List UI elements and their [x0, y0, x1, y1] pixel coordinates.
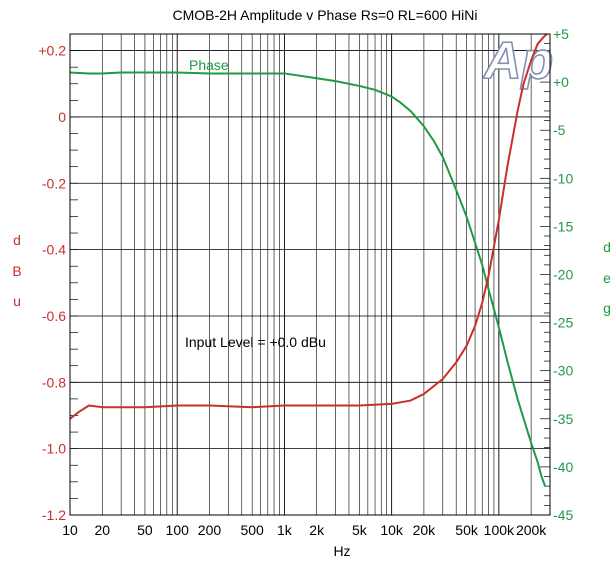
right-tick-label: -20 — [553, 267, 573, 283]
x-tick-labels: 10 20 50 100 200 500 1k 2k 5k 10k 20k 50k 100k 200k — [62, 522, 547, 538]
x-tick-label: 5k — [352, 522, 368, 538]
phase-series-line — [69, 71, 547, 487]
x-tick-label: 200k — [516, 522, 547, 538]
y-axis-label-right-char: e — [603, 270, 611, 286]
ap-logo-text: Ap — [482, 32, 553, 90]
x-tick-label: 1k — [277, 522, 293, 538]
left-tick-label: +0.2 — [38, 43, 66, 59]
right-tick-label: -25 — [553, 315, 573, 331]
right-tick-label: -15 — [553, 218, 573, 234]
y-axis-label-left: d B u — [12, 232, 21, 309]
input-level-annotation: Input Level = +0.0 dBu — [185, 334, 326, 350]
left-tick-label: -0.4 — [42, 242, 66, 258]
x-tick-label: 200 — [198, 522, 222, 538]
x-axis-label: Hz — [333, 543, 350, 559]
right-tick-label: -40 — [553, 459, 573, 475]
x-tick-label: 10k — [380, 522, 404, 538]
y-axis-label-left-char: u — [13, 293, 21, 309]
y-axis-label-right: d e g — [603, 239, 611, 316]
x-tick-label: 500 — [240, 522, 264, 538]
amplitude-series-line — [69, 33, 548, 420]
grid — [69, 34, 551, 516]
phase-series-label: Phase — [189, 57, 229, 73]
right-tick-label: -10 — [553, 170, 573, 186]
right-tick-label: -30 — [553, 363, 573, 379]
left-tick-label: -1.0 — [42, 441, 66, 457]
plot-frame — [69, 33, 551, 516]
left-tick-label: 0 — [58, 109, 66, 125]
right-tick-labels: +5 +0 -5 -10 -15 -20 -25 -30 -35 -40 -45 — [553, 26, 573, 523]
x-tick-label: 50k — [455, 522, 479, 538]
right-tick-label: +5 — [553, 26, 569, 42]
left-tick-label: -0.6 — [42, 308, 66, 324]
left-tick-label: -0.8 — [42, 374, 66, 390]
x-tick-label: 100 — [166, 522, 190, 538]
x-tick-label: 2k — [309, 522, 325, 538]
ap-logo: Ap — [481, 31, 554, 91]
x-tick-label: 20k — [413, 522, 437, 538]
x-tick-label: 10 — [62, 522, 78, 538]
x-tick-label: 20 — [94, 522, 110, 538]
series-layer — [69, 33, 548, 487]
left-tick-label: -0.2 — [42, 175, 66, 191]
y-axis-label-left-char: d — [13, 232, 21, 248]
y-axis-label-right-char: d — [603, 239, 611, 255]
x-tick-label: 100k — [484, 522, 515, 538]
right-tick-label: -35 — [553, 411, 573, 427]
y-axis-label-left-char: B — [12, 263, 21, 279]
left-tick-labels: +0.2 0 -0.2 -0.4 -0.6 -0.8 -1.0 -1.2 — [38, 43, 66, 523]
x-tick-label: 50 — [137, 522, 153, 538]
chart-title: CMOB-2H Amplitude v Phase Rs=0 RL=600 Hi… — [172, 7, 477, 23]
right-tick-label: +0 — [553, 74, 569, 90]
right-tick-label: -5 — [553, 122, 566, 138]
right-tick-label: -45 — [553, 507, 573, 523]
y-axis-label-right-char: g — [603, 300, 611, 316]
left-tick-label: -1.2 — [42, 507, 66, 523]
